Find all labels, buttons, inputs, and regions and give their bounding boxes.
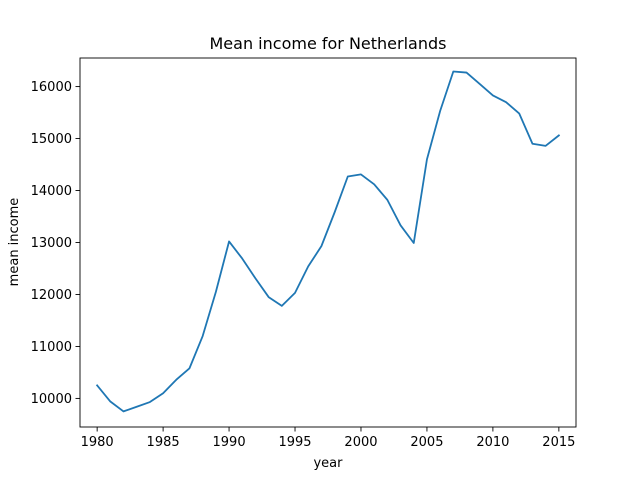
y-tick-label: 13000	[31, 236, 72, 251]
chart-title: Mean income for Netherlands	[210, 34, 447, 53]
x-axis-label: year	[313, 456, 343, 471]
x-tick-label: 2010	[476, 435, 509, 450]
y-tick-label: 12000	[31, 288, 72, 303]
y-tick-label: 16000	[31, 80, 72, 95]
x-tick-label: 2000	[344, 435, 377, 450]
x-tick-label: 1980	[81, 435, 114, 450]
axis-ticks: 1980 1985 1990 1995 2000 2005 2010 2015 10000 110…	[31, 80, 576, 450]
x-tick-label: 2015	[542, 435, 575, 450]
y-tick-label: 10000	[31, 392, 72, 407]
y-axis-label: mean income	[7, 198, 22, 287]
x-tick-label: 1995	[278, 435, 311, 450]
x-tick-label: 1985	[147, 435, 180, 450]
y-tick-label: 15000	[31, 132, 72, 147]
x-tick-label: 2005	[410, 435, 443, 450]
y-tick-label: 11000	[31, 340, 72, 355]
y-tick-label: 14000	[31, 184, 72, 199]
x-tick-label: 1990	[213, 435, 246, 450]
series-line	[95, 70, 561, 413]
plot-area	[95, 70, 561, 413]
